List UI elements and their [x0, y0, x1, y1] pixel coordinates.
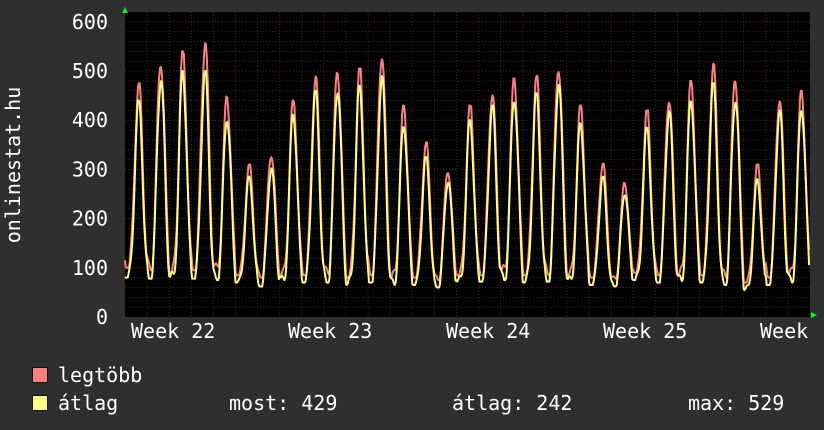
series-lines [124, 42, 811, 291]
x-axis-arrow [811, 312, 817, 318]
x-tick-label: Week 22 [131, 319, 215, 343]
legend-swatch-avg [32, 395, 48, 411]
stat-max: max: 529 [688, 391, 785, 415]
x-tick-label: Week 24 [446, 319, 530, 343]
x-tick-label: Week 25 [603, 319, 687, 343]
y-tick-label: 200 [72, 207, 108, 231]
x-tick-label: Week [760, 319, 808, 343]
y-tick-label: 300 [72, 157, 108, 181]
legend-label-max: legtöbb [58, 363, 143, 387]
x-tick-labels: Week 22 Week 23 Week 24 Week 25 Week [131, 319, 808, 343]
y-tick-label: 600 [72, 10, 108, 34]
y-tick-label: 0 [96, 305, 108, 329]
series-line-avg [124, 70, 811, 291]
y-tick-label: 100 [72, 256, 108, 280]
y-tick-label: 400 [72, 108, 108, 132]
y-axis-arrow [122, 7, 128, 13]
legend-label-avg: átlag [58, 391, 119, 415]
axis-arrows [122, 7, 817, 318]
x-tick-label: Week 23 [288, 319, 372, 343]
y-axis-label: onlinestat.hu [1, 87, 25, 244]
y-tick-labels: 0 100 200 300 400 500 600 [72, 10, 108, 329]
stat-current: most: 429 [229, 391, 338, 415]
stat-average: átlag: 242 [452, 391, 573, 415]
y-tick-label: 500 [72, 59, 108, 83]
legend-swatch-max [32, 367, 48, 383]
